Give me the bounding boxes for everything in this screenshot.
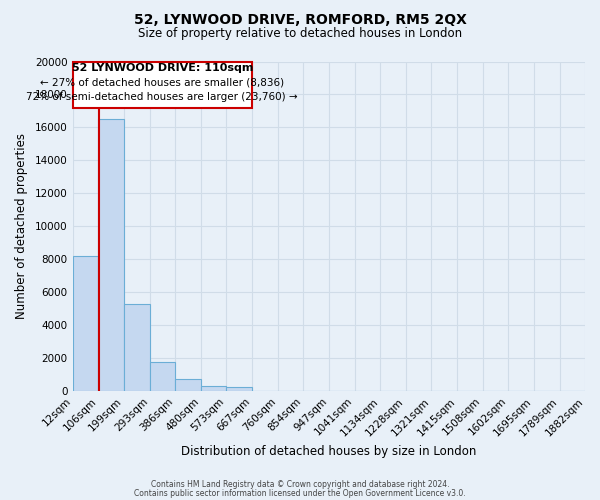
Bar [175, 379, 201, 391]
X-axis label: Distribution of detached houses by size in London: Distribution of detached houses by size … [181, 444, 476, 458]
Y-axis label: Number of detached properties: Number of detached properties [15, 134, 28, 320]
FancyBboxPatch shape [73, 62, 252, 108]
Text: 52 LYNWOOD DRIVE: 110sqm: 52 LYNWOOD DRIVE: 110sqm [71, 63, 253, 73]
Text: ← 27% of detached houses are smaller (8,836): ← 27% of detached houses are smaller (8,… [40, 78, 284, 88]
Text: 72% of semi-detached houses are larger (23,760) →: 72% of semi-detached houses are larger (… [26, 92, 298, 102]
Text: 52, LYNWOOD DRIVE, ROMFORD, RM5 2QX: 52, LYNWOOD DRIVE, ROMFORD, RM5 2QX [134, 12, 466, 26]
Bar [73, 256, 98, 391]
Bar [98, 119, 124, 391]
Bar [201, 386, 226, 391]
Text: Contains HM Land Registry data © Crown copyright and database right 2024.: Contains HM Land Registry data © Crown c… [151, 480, 449, 489]
Bar [149, 362, 175, 391]
Bar [124, 304, 149, 391]
Bar [226, 387, 252, 391]
Text: Size of property relative to detached houses in London: Size of property relative to detached ho… [138, 28, 462, 40]
Text: Contains public sector information licensed under the Open Government Licence v3: Contains public sector information licen… [134, 488, 466, 498]
